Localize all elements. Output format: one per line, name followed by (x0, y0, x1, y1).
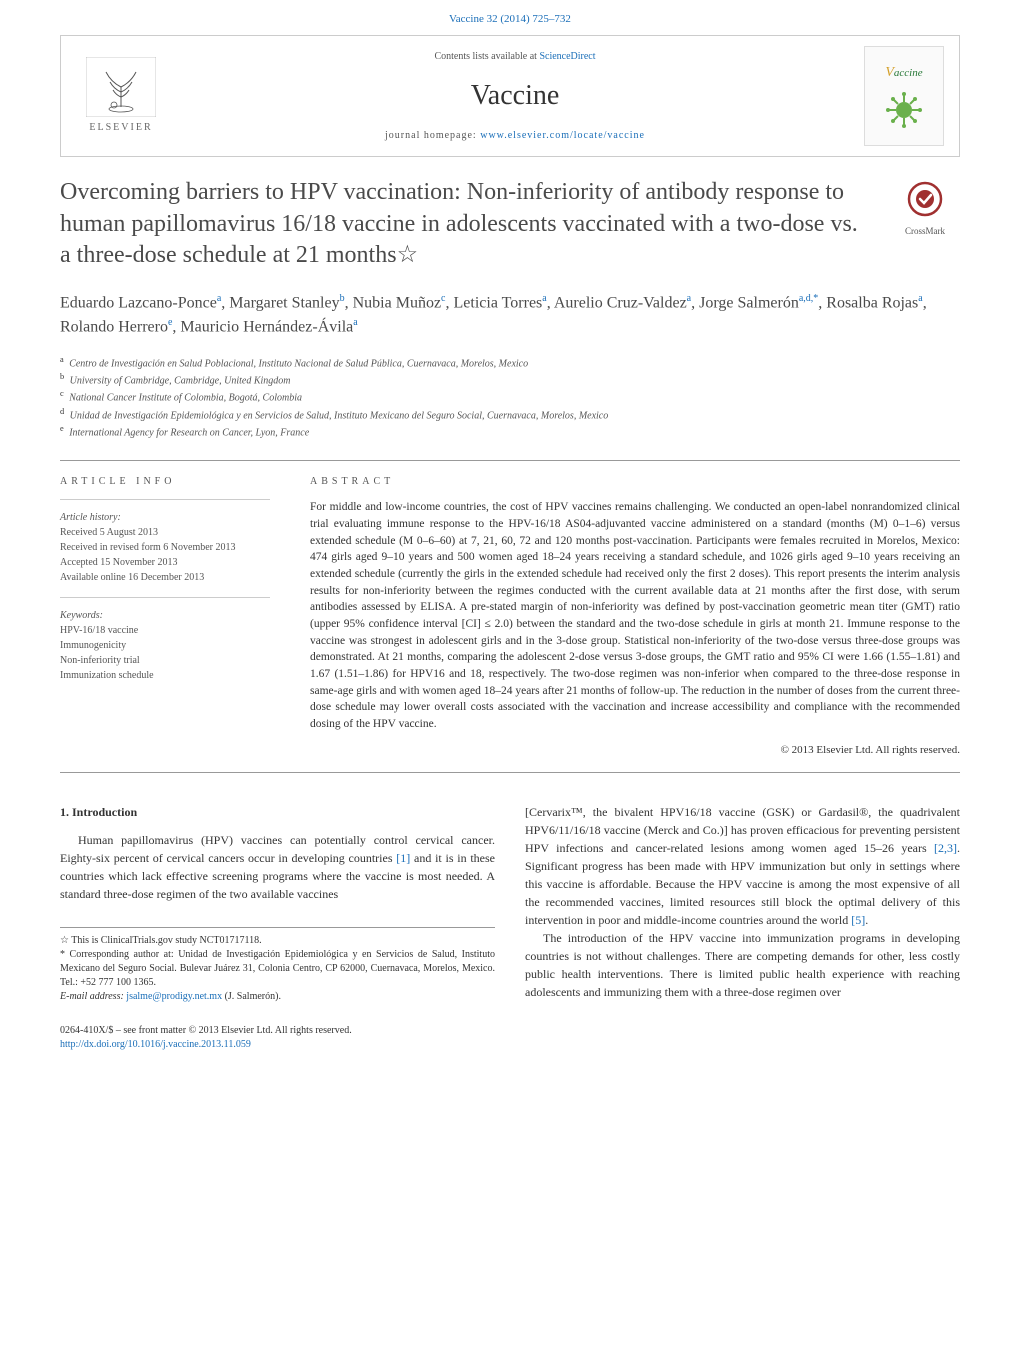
publisher-logo: ELSEVIER (76, 51, 166, 141)
authors: Eduardo Lazcano-Poncea, Margaret Stanley… (60, 291, 960, 340)
footer-copyright: 0264-410X/$ – see front matter © 2013 El… (60, 1024, 960, 1038)
journal-reference: Vaccine 32 (2014) 725–732 (0, 0, 1020, 35)
sciencedirect-link[interactable]: ScienceDirect (539, 51, 595, 62)
elsevier-tree-icon (86, 57, 156, 117)
history-line: Available online 16 December 2013 (60, 570, 270, 585)
keywords-label: Keywords: (60, 608, 270, 623)
cover-title: VVaccineaccine (885, 63, 922, 83)
ref-link[interactable]: [5] (851, 913, 865, 927)
keyword: Non-inferiority trial (60, 653, 270, 668)
email-suffix: (J. Salmerón). (222, 991, 281, 1002)
contents-available: Contents lists available at ScienceDirec… (166, 50, 864, 64)
para-text: . (865, 913, 868, 927)
crossmark-label: CrossMark (890, 225, 960, 238)
abstract-heading: abstract (310, 475, 960, 489)
body-columns: 1. Introduction Human papillomavirus (HP… (60, 803, 960, 1004)
footnotes: ☆ This is ClinicalTrials.gov study NCT01… (60, 927, 495, 1004)
crossmark-badge[interactable]: CrossMark (890, 181, 960, 237)
trial-note: ☆ This is ClinicalTrials.gov study NCT01… (60, 934, 495, 948)
article-info-heading: article info (60, 475, 270, 489)
publisher-name: ELSEVIER (89, 121, 152, 135)
ref-link[interactable]: [1] (396, 851, 410, 865)
abstract-text: For middle and low-income countries, the… (310, 499, 960, 732)
article-info: article info Article history: Received 5… (60, 475, 290, 758)
paragraph: The introduction of the HPV vaccine into… (525, 929, 960, 1001)
paragraph: Human papillomavirus (HPV) vaccines can … (60, 831, 495, 903)
history-label: Article history: (60, 510, 270, 525)
history-line: Accepted 15 November 2013 (60, 555, 270, 570)
virus-icon (884, 90, 924, 130)
history-line: Received in revised form 6 November 2013 (60, 540, 270, 555)
section-title: Introduction (72, 805, 137, 819)
keyword: Immunogenicity (60, 638, 270, 653)
article-title: Overcoming barriers to HPV vaccination: … (60, 177, 870, 271)
section-heading: 1. Introduction (60, 803, 495, 821)
journal-cover: VVaccineaccine (864, 46, 944, 146)
left-column: 1. Introduction Human papillomavirus (HP… (60, 803, 495, 1004)
page-footer: 0264-410X/$ – see front matter © 2013 El… (60, 1024, 960, 1052)
contents-prefix: Contents lists available at (434, 51, 539, 62)
info-abstract-row: article info Article history: Received 5… (60, 460, 960, 773)
journal-homepage: journal homepage: www.elsevier.com/locat… (166, 129, 864, 143)
paragraph: [Cervarix™, the bivalent HPV16/18 vaccin… (525, 803, 960, 929)
email-link[interactable]: jsalme@prodigy.net.mx (126, 991, 222, 1002)
corresponding-note: * Corresponding author at: Unidad de Inv… (60, 948, 495, 990)
right-column: [Cervarix™, the bivalent HPV16/18 vaccin… (525, 803, 960, 1004)
article-history: Article history: Received 5 August 2013 … (60, 510, 270, 585)
abstract: abstract For middle and low-income count… (290, 475, 960, 758)
section-number: 1. (60, 805, 69, 819)
keyword: HPV-16/18 vaccine (60, 623, 270, 638)
para-text: The introduction of the HPV vaccine into… (525, 931, 960, 999)
header-center: Contents lists available at ScienceDirec… (166, 50, 864, 143)
homepage-prefix: journal homepage: (385, 130, 480, 141)
para-text: [Cervarix™, the bivalent HPV16/18 vaccin… (525, 805, 960, 855)
email-note: E-mail address: jsalme@prodigy.net.mx (J… (60, 990, 495, 1004)
article-header: Overcoming barriers to HPV vaccination: … (60, 177, 960, 440)
keywords: Keywords: HPV-16/18 vaccine Immunogenici… (60, 608, 270, 683)
doi-link[interactable]: http://dx.doi.org/10.1016/j.vaccine.2013… (60, 1039, 251, 1050)
keyword: Immunization schedule (60, 668, 270, 683)
journal-header: ELSEVIER Contents lists available at Sci… (60, 35, 960, 157)
affiliations: a Centro de Investigación en Salud Pobla… (60, 354, 960, 441)
ref-link[interactable]: [2,3] (934, 841, 957, 855)
abstract-copyright: © 2013 Elsevier Ltd. All rights reserved… (310, 743, 960, 758)
crossmark-icon (907, 181, 943, 217)
email-label: E-mail address: (60, 991, 126, 1002)
journal-title: Vaccine (166, 76, 864, 115)
history-line: Received 5 August 2013 (60, 525, 270, 540)
homepage-link[interactable]: www.elsevier.com/locate/vaccine (480, 130, 645, 141)
